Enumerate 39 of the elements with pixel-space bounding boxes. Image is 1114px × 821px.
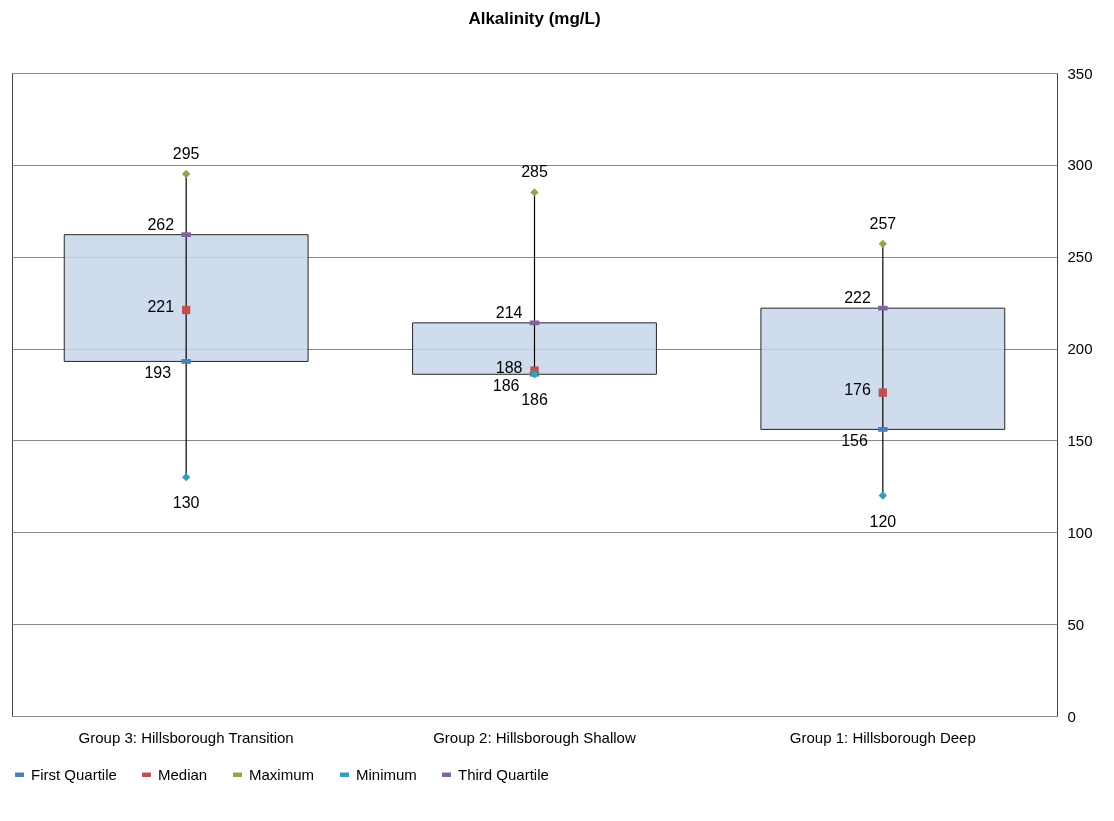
data-label: 120 [869, 512, 897, 530]
data-label: 193 [144, 364, 172, 382]
data-label: 222 [844, 289, 871, 307]
legend-label: Third Quartile [458, 765, 549, 783]
point [181, 472, 191, 482]
data-label: 186 [492, 377, 520, 395]
data-label: 221 [147, 297, 175, 315]
y-tick-label: 50 [1067, 615, 1085, 633]
data-label: 176 [844, 380, 871, 398]
point [530, 188, 539, 197]
y-tick-label: 300 [1067, 156, 1093, 174]
data-label: 156 [841, 432, 868, 450]
legend-label: Maximum [249, 765, 315, 783]
point [181, 169, 191, 179]
data-label: 285 [521, 163, 548, 181]
legend-label: First Quartile [31, 765, 117, 783]
data-label: 262 [147, 215, 175, 233]
legend-label: Median [158, 765, 208, 783]
point [878, 239, 888, 249]
data-label: 214 [495, 303, 523, 321]
x-tick-label: Group 1: Hillsborough Deep [789, 728, 976, 746]
point [181, 305, 191, 315]
x-tick-label: Group 3: Hillsborough Transition [78, 728, 294, 746]
x-tick-label: Group 2: Hillsborough Shallow [433, 728, 636, 746]
data-label: 130 [172, 494, 200, 512]
data-label: 188 [495, 358, 523, 376]
y-tick-label: 350 [1067, 64, 1093, 82]
y-tick-label: 200 [1067, 340, 1093, 358]
point [878, 388, 888, 397]
y-tick-label: 250 [1067, 248, 1093, 266]
y-tick-label: 150 [1067, 431, 1093, 449]
data-label: 257 [869, 214, 897, 232]
y-tick-label: 100 [1067, 523, 1093, 541]
point [878, 491, 888, 500]
y-tick-label: 0 [1067, 707, 1076, 725]
legend-label: Minimum [356, 765, 417, 783]
chart-title: Alkalinity (mg/L) [468, 9, 601, 28]
data-label: 186 [521, 391, 548, 409]
data-label: 295 [172, 145, 200, 163]
